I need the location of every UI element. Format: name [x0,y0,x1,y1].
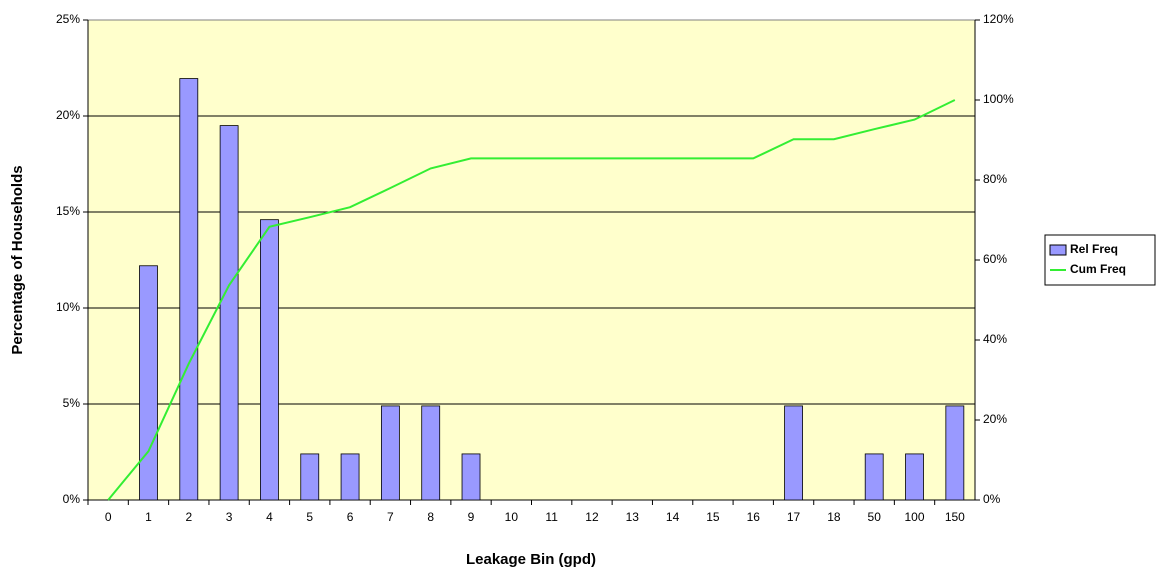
y-tick-label: 15% [56,204,80,218]
x-axis-title: Leakage Bin (gpd) [466,551,596,568]
x-tick-label: 10 [505,510,519,524]
x-tick-label: 16 [747,510,761,524]
bar [260,219,279,501]
line [107,99,956,501]
x-tick-label: 150 [945,510,965,524]
legend [1044,234,1156,286]
x-tick-label: 15 [706,510,720,524]
bar [139,265,158,501]
x-tick-label: 11 [545,510,558,524]
legend-label: Cum Freq [1070,262,1126,276]
bar [219,125,239,501]
y-axis-title: Percentage of Households [9,165,26,354]
y-tick-label: 10% [56,300,80,314]
bar [905,453,924,501]
bar [945,405,965,501]
bar [461,453,481,501]
x-tick-label: 18 [827,510,841,524]
x-tick-label: 13 [626,510,640,524]
bar [380,405,400,501]
x-tick-label: 14 [666,510,680,524]
x-tick-label: 0 [105,510,112,524]
legend-swatch [1049,244,1067,256]
y2-tick-label: 0% [983,492,1001,506]
bar [421,405,441,501]
y2-tick-label: 120% [983,12,1014,26]
bar [179,78,199,501]
y2-tick-label: 60% [983,252,1007,266]
y2-tick-label: 100% [983,92,1014,106]
bar [784,405,803,501]
y2-tick-label: 20% [983,412,1007,426]
x-tick-label: 17 [787,510,801,524]
x-tick-label: 8 [427,510,434,524]
x-tick-label: 5 [306,510,313,524]
x-tick-label: 12 [585,510,599,524]
bar [300,453,320,501]
bar [864,453,884,501]
x-tick-label: 1 [145,510,152,524]
x-tick-label: 100 [905,510,925,524]
legend-label: Rel Freq [1070,242,1118,256]
x-tick-label: 7 [387,510,394,524]
x-tick-label: 2 [185,510,192,524]
y-tick-label: 20% [56,108,80,122]
y-tick-label: 25% [56,12,80,26]
x-tick-label: 50 [868,510,882,524]
x-tick-label: 6 [347,510,354,524]
y2-tick-label: 40% [983,332,1007,346]
x-tick-label: 3 [226,510,233,524]
x-tick-label: 4 [266,510,273,524]
y2-tick-label: 80% [983,172,1007,186]
bar [340,453,360,501]
x-tick-label: 9 [468,510,475,524]
y-tick-label: 5% [63,396,81,410]
y-tick-label: 0% [63,492,81,506]
